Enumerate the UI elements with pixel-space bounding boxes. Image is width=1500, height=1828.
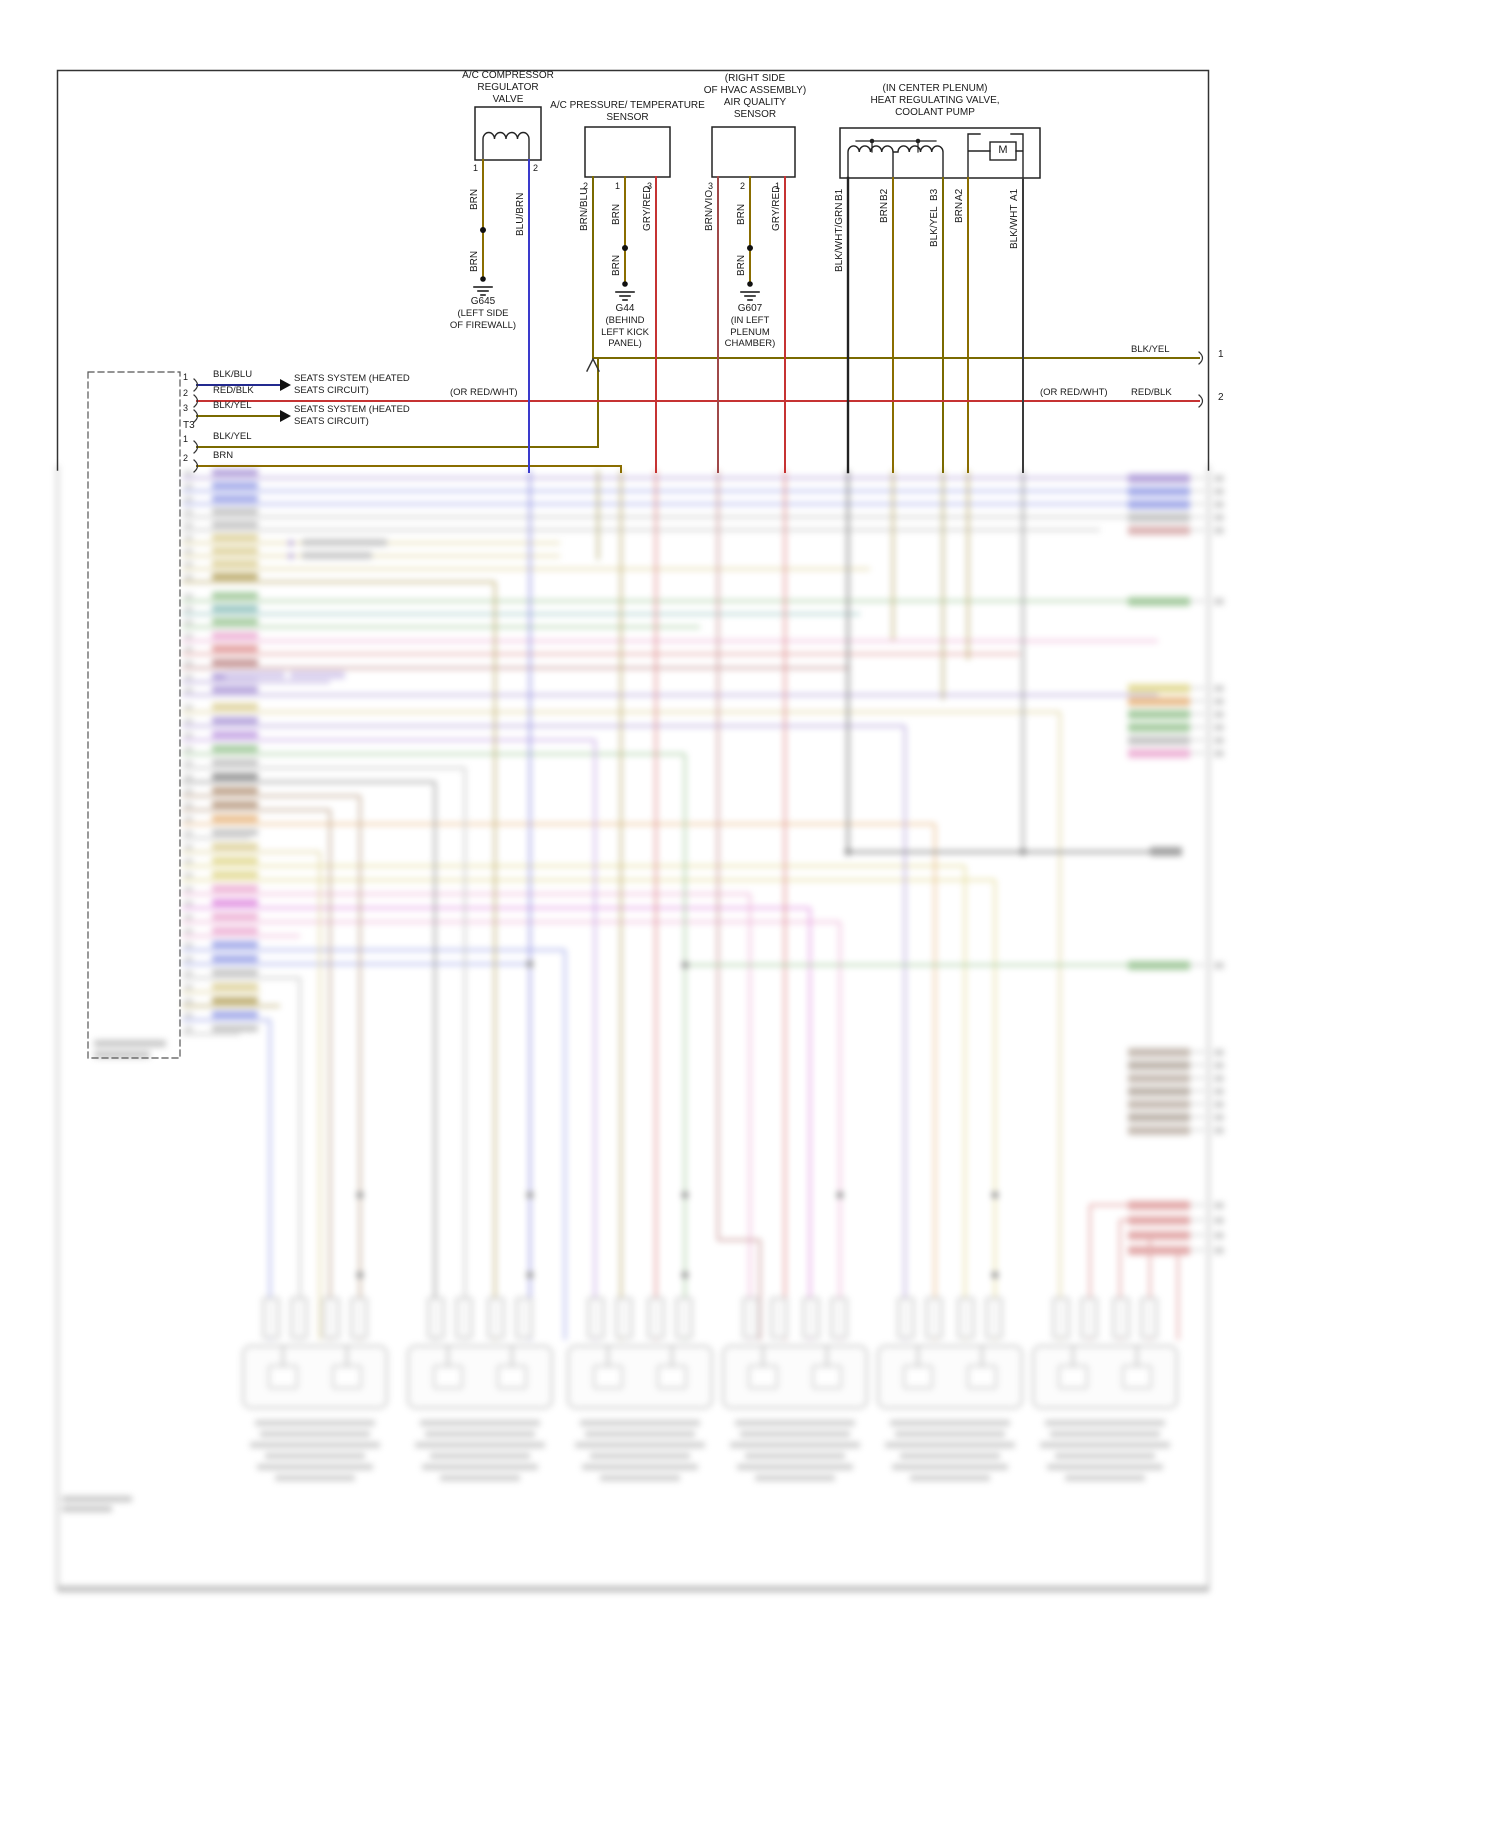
wire-color-label: BLK/BLU (213, 369, 253, 380)
wire-alt-color-note: (OR RED/WHT) (450, 387, 518, 398)
right-edge-pin-number: 1 (1218, 349, 1224, 360)
ground-location-g44: (BEHIND LEFT KICK PANEL) (601, 315, 649, 349)
pin-number: 2 (583, 181, 589, 191)
pin-number: 2 (740, 181, 746, 191)
wire-color-label: BRN (736, 203, 747, 225)
wire-color-label: BLU/BRN (515, 192, 526, 236)
component-title-heat-valve-pump: (IN CENTER PLENUM) HEAT REGULATING VALVE… (870, 83, 1000, 118)
motor-symbol-label: M (998, 144, 1008, 156)
wire-color-label: BLK/YEL (1131, 344, 1170, 355)
wire-destination-seats-1: SEATS SYSTEM (HEATED SEATS CIRCUIT) (294, 373, 410, 396)
pin-number: 1 (775, 181, 781, 191)
wire-color-label: BRN/BLU (579, 187, 590, 231)
component-title-air-quality-sensor: (RIGHT SIDE OF HVAC ASSEMBLY) AIR QUALIT… (703, 73, 807, 120)
ground-id-g607: G607 (737, 303, 763, 314)
wire-color-label: BRN (736, 254, 747, 276)
pin-number: 3 (647, 181, 653, 191)
connector-pin-number: 2 (183, 388, 189, 398)
right-edge-pin-number: 2 (1218, 392, 1224, 403)
connector-t-label: T3 (183, 420, 195, 431)
wire-color-label: BLK/YEL (213, 400, 252, 411)
component-title-pressure-temp-sensor: A/C PRESSURE/ TEMPERATURE SENSOR (550, 100, 705, 123)
wire-destination-seats-2: SEATS SYSTEM (HEATED SEATS CIRCUIT) (294, 404, 410, 427)
wire-color-label: BRN/VIO (704, 189, 715, 231)
pin-id-label: B1 (834, 188, 845, 201)
ground-id-g645: G645 (470, 296, 496, 307)
ground-location-g607: (IN LEFT PLENUM CHAMBER) (724, 315, 776, 349)
wire-color-label: BLK/YEL (929, 206, 940, 247)
connector-pin-number: 3 (183, 403, 189, 413)
pin-number: 2 (533, 163, 539, 173)
ground-location-g645: (LEFT SIDE OF FIREWALL) (449, 308, 517, 331)
wire-color-label: BLK/WHT/GRN (834, 202, 845, 272)
ground-id-g44: G44 (615, 303, 635, 314)
connector-pin-number: 1 (183, 434, 189, 444)
pin-number: 3 (708, 181, 714, 191)
component-title-compressor-valve: A/C COMPRESSOR REGULATOR VALVE (462, 70, 554, 105)
wire-color-label: BRN (611, 203, 622, 225)
wire-color-label: BRN (469, 250, 480, 272)
wire-color-label: BRN (611, 254, 622, 276)
wire-color-label: BRN (469, 188, 480, 210)
wire-color-label: GRY/RED (771, 185, 782, 231)
pin-id-label: A2 (954, 188, 965, 201)
connector-pin-number: 2 (183, 453, 189, 463)
wire-color-label: BRN (213, 450, 234, 461)
pin-number: 1 (473, 163, 479, 173)
wire-color-label: RED/BLK (213, 385, 254, 396)
pin-id-label: A1 (1009, 188, 1020, 201)
wire-color-label: BLK/YEL (213, 431, 252, 442)
pin-number: 1 (615, 181, 621, 191)
wire-alt-color-note: (OR RED/WHT) (1040, 387, 1108, 398)
wire-color-label: RED/BLK (1131, 387, 1172, 398)
pin-id-label: B2 (879, 188, 890, 201)
wire-color-label: BRN (954, 201, 965, 223)
wire-color-label: GRY/RED (642, 185, 653, 231)
connector-pin-number: 1 (183, 372, 189, 382)
pin-id-label: B3 (929, 188, 940, 201)
wire-color-label: BLK/WHT (1009, 204, 1020, 249)
wire-color-label: BRN (879, 201, 890, 223)
